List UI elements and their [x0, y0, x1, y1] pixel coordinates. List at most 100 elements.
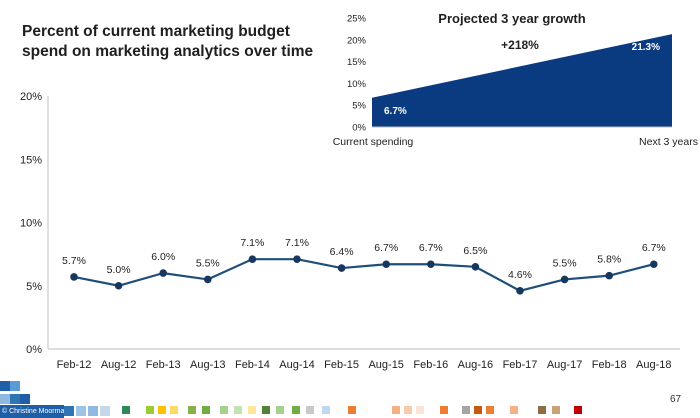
x-tick-label: Aug-12: [101, 359, 136, 371]
inset-y-tick-label: 10%: [347, 79, 367, 90]
decorative-square: [146, 406, 154, 414]
data-label: 4.6%: [508, 269, 532, 281]
y-tick-labels: 0% 5% 10% 15% 20%: [20, 91, 42, 356]
decorative-square: [538, 406, 546, 414]
decorative-square: [100, 406, 110, 416]
data-point: [427, 260, 435, 269]
inset-category-next: Next 3 years: [639, 136, 698, 148]
decorative-square: [552, 406, 560, 414]
data-label: 5.5%: [553, 257, 577, 269]
growth-annotation: +218%: [501, 38, 539, 52]
x-tick-label: Feb-18: [592, 359, 627, 371]
decorative-square: [234, 406, 242, 414]
decorative-square: [292, 406, 300, 414]
decorative-square: [122, 406, 130, 414]
inset-title: Projected 3 year growth: [438, 11, 585, 26]
decorative-square: [306, 406, 314, 414]
decorative-square: [574, 406, 582, 414]
chart-title: Percent of current marketing budget spen…: [22, 23, 314, 60]
x-tick-label: Feb-14: [235, 359, 270, 371]
decorative-square: [474, 406, 482, 414]
x-tick-label: Feb-13: [146, 359, 181, 371]
data-point: [560, 275, 569, 284]
inset-y-tick-label: 20%: [347, 35, 367, 46]
x-tick-label: Feb-12: [57, 359, 92, 371]
data-label: 7.1%: [285, 237, 309, 249]
decorative-square: [158, 406, 166, 414]
x-tick-label: Aug-14: [279, 359, 314, 371]
x-tick-label: Aug-15: [368, 359, 403, 371]
decorative-square: [416, 406, 424, 414]
copyright-credit: © Christine Moorman: [0, 405, 64, 418]
inset-y-tick-labels: 0% 5% 10% 15% 20% 25%: [347, 14, 367, 134]
data-label: 5.5%: [196, 257, 220, 269]
decorative-square: [10, 381, 20, 391]
decorative-square: [170, 406, 178, 414]
x-tick-label: Feb-15: [324, 359, 359, 371]
decorative-square: [20, 394, 30, 404]
inset-y-tick-label: 15%: [347, 57, 367, 68]
data-point: [114, 281, 123, 290]
data-point: [204, 275, 212, 284]
decorative-square: [322, 406, 330, 414]
data-point: [159, 269, 167, 277]
y-tick-label: 0%: [26, 344, 42, 356]
y-tick-label: 10%: [20, 218, 42, 230]
data-label: 6.0%: [151, 251, 175, 263]
x-tick-label: Aug-17: [547, 359, 582, 371]
x-tick-label: Aug-18: [636, 359, 671, 371]
x-tick-labels: Feb-12 Aug-12 Feb-13 Aug-13 Feb-14 Aug-14 Feb-…: [57, 359, 672, 371]
data-markers: [70, 255, 658, 295]
decorative-square: [188, 406, 196, 414]
data-point: [293, 255, 301, 263]
data-labels: 5.7% 5.0% 6.0% 5.5% 7.1% 7.1% 6.4% 6.7% 6.7% 6.5%…: [62, 237, 666, 281]
data-label: 5.7%: [62, 255, 86, 267]
inset-value-label-current: 6.7%: [384, 106, 407, 117]
data-label: 6.7%: [419, 242, 443, 254]
page-number: 67: [670, 394, 682, 405]
decorative-square: [0, 394, 10, 404]
data-point: [471, 262, 480, 271]
data-point: [516, 287, 524, 295]
decorative-square: [486, 406, 494, 414]
data-point: [382, 260, 391, 269]
decorative-square: [440, 406, 448, 414]
decorative-square: [248, 406, 256, 414]
y-tick-label: 5%: [26, 281, 42, 293]
inset-area: [372, 34, 672, 127]
x-tick-label: Aug-13: [190, 359, 225, 371]
decorative-square: [88, 406, 98, 416]
decorative-square: [64, 406, 74, 416]
data-label: 6.4%: [330, 246, 354, 258]
decorative-square: [510, 406, 518, 414]
data-point: [337, 264, 346, 272]
y-tick-label: 20%: [20, 91, 42, 103]
data-label: 5.0%: [107, 264, 131, 276]
inset-y-tick-label: 25%: [347, 14, 367, 25]
inset-y-tick-label: 0%: [352, 123, 366, 134]
x-tick-label: Feb-16: [413, 359, 448, 371]
data-label: 6.7%: [374, 242, 398, 254]
decorative-square: [348, 406, 356, 414]
decorative-square: [202, 406, 210, 414]
series-line: [73, 258, 655, 292]
inset-y-tick-label: 5%: [352, 101, 366, 112]
data-point: [70, 273, 78, 281]
data-label: 5.8%: [597, 254, 621, 266]
data-point: [248, 255, 257, 263]
x-tick-label: Feb-17: [503, 359, 538, 371]
data-label: 6.5%: [463, 245, 487, 257]
decorative-square: [392, 406, 400, 414]
decorative-square: [10, 394, 20, 404]
decorative-square: [462, 406, 470, 414]
data-point: [605, 271, 613, 280]
data-label: 6.7%: [642, 242, 666, 254]
inset-value-label-next: 21.3%: [632, 42, 660, 53]
x-tick-label: Aug-16: [458, 359, 493, 371]
data-label: 7.1%: [240, 237, 264, 249]
data-point: [650, 260, 658, 269]
decorative-square: [276, 406, 284, 414]
decorative-square: [262, 406, 270, 414]
